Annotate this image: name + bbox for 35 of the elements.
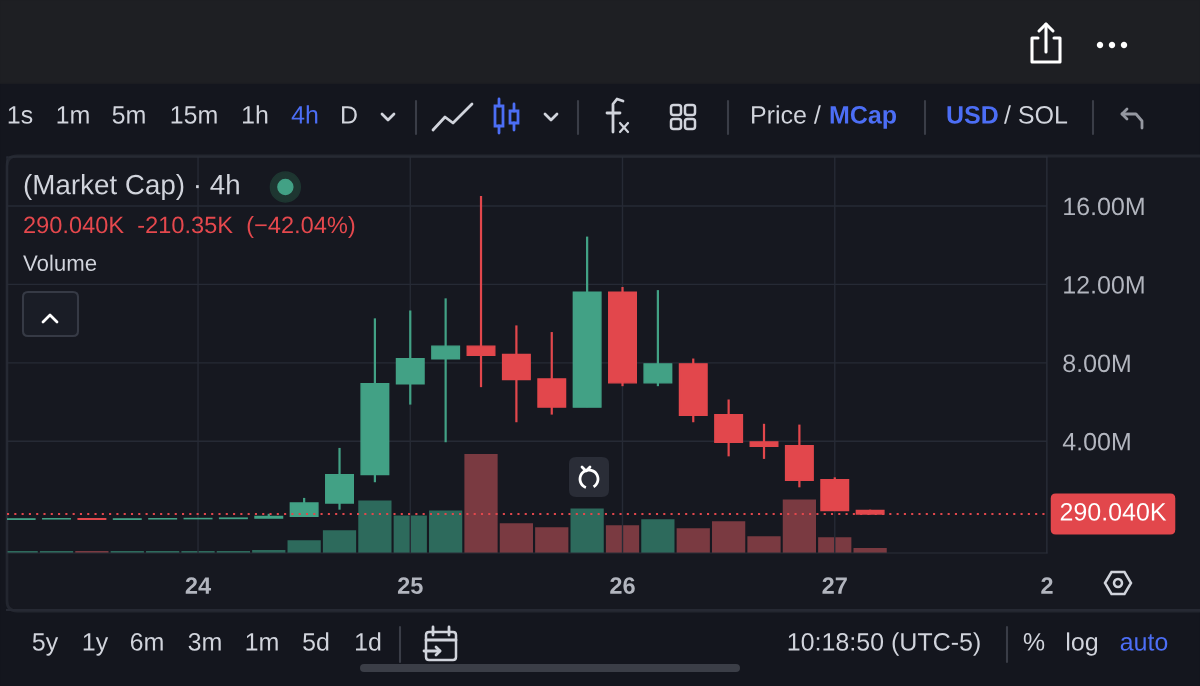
text: % xyxy=(1023,633,1045,651)
text: 10:18:50 (UTC-5) xyxy=(788,632,980,656)
text: USD xyxy=(947,106,998,124)
text: (Market Cap) · 4h xyxy=(24,174,239,200)
text: 4h xyxy=(291,105,318,124)
x-tick-label: 27 xyxy=(822,577,847,594)
text: auto xyxy=(1120,634,1168,651)
text: 1m xyxy=(246,633,278,651)
text: 1s xyxy=(8,106,33,124)
ref-line-label: 290.040K xyxy=(1060,503,1167,521)
y-tick-label: 4.00M xyxy=(1062,432,1130,451)
text: 1y xyxy=(83,633,109,656)
x-tick-label: 2 xyxy=(1041,577,1053,594)
text: D xyxy=(342,106,357,124)
y-tick-label: 16.00M xyxy=(1064,197,1144,216)
y-tick-label: 12.00M xyxy=(1064,276,1144,294)
text: MCap xyxy=(830,106,897,129)
text: 6m xyxy=(130,633,163,651)
x-tick-label: 25 xyxy=(397,577,423,594)
text: 5y xyxy=(32,633,59,656)
x-tick-label: 26 xyxy=(610,577,635,594)
text: 15m xyxy=(171,106,217,124)
chart-title: Volume xyxy=(23,254,97,271)
text: log xyxy=(1067,632,1098,656)
text: 290.040K -210.35K (−42.04%) xyxy=(24,215,355,238)
text: 3m xyxy=(188,633,221,651)
text: 1h xyxy=(243,105,268,124)
x-tick-label: 24 xyxy=(185,577,212,594)
y-tick-label: 8.00M xyxy=(1063,354,1130,373)
text: 1d xyxy=(356,632,381,651)
text: 5d xyxy=(303,632,329,651)
text: 1m xyxy=(57,106,89,124)
text: / SOL xyxy=(1004,105,1068,124)
text: Price / xyxy=(752,105,821,124)
text: 5m xyxy=(112,106,145,124)
